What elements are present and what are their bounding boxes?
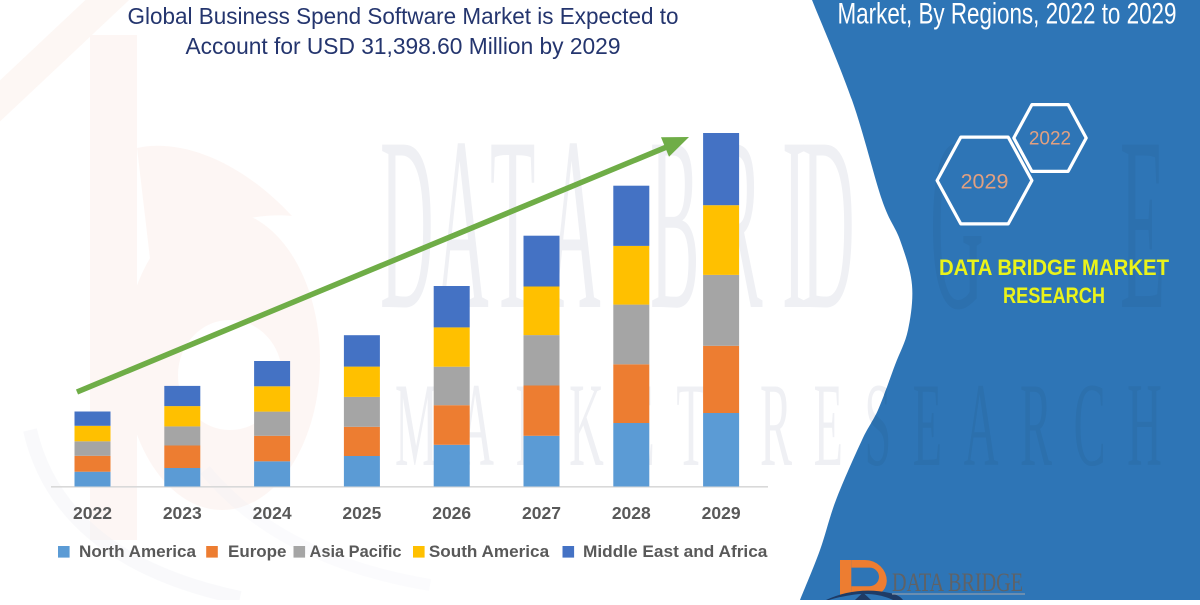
svg-text:DATA BRIDGE: DATA BRIDGE bbox=[892, 568, 1023, 597]
svg-text:2023: 2023 bbox=[163, 503, 202, 523]
svg-text:2029: 2029 bbox=[702, 503, 741, 523]
svg-text:2022: 2022 bbox=[73, 503, 112, 523]
svg-text:2022: 2022 bbox=[1029, 129, 1071, 150]
svg-text:Europe: Europe bbox=[228, 542, 287, 561]
svg-text:RESEARCH: RESEARCH bbox=[1003, 283, 1105, 308]
svg-text:2024: 2024 bbox=[253, 503, 292, 523]
svg-text:Market, By Regions, 2022 to 20: Market, By Regions, 2022 to 2029 bbox=[838, 0, 1177, 31]
svg-text:Global Business Spend Software: Global Business Spend Software Market is… bbox=[128, 3, 679, 29]
svg-text:DATA BRIDGE MARKET: DATA BRIDGE MARKET bbox=[939, 255, 1170, 280]
svg-text:Asia Pacific: Asia Pacific bbox=[310, 542, 402, 561]
svg-text:2027: 2027 bbox=[522, 503, 561, 523]
svg-text:2026: 2026 bbox=[432, 503, 471, 523]
svg-text:Account for USD 31,398.60 Mill: Account for USD 31,398.60 Million by 202… bbox=[186, 33, 621, 59]
svg-text:2028: 2028 bbox=[612, 503, 651, 523]
svg-text:South America: South America bbox=[429, 542, 550, 561]
svg-text:2029: 2029 bbox=[961, 170, 1009, 194]
svg-text:North America: North America bbox=[79, 542, 197, 561]
svg-text:2025: 2025 bbox=[342, 503, 381, 523]
svg-text:Middle East and Africa: Middle East and Africa bbox=[583, 542, 768, 561]
